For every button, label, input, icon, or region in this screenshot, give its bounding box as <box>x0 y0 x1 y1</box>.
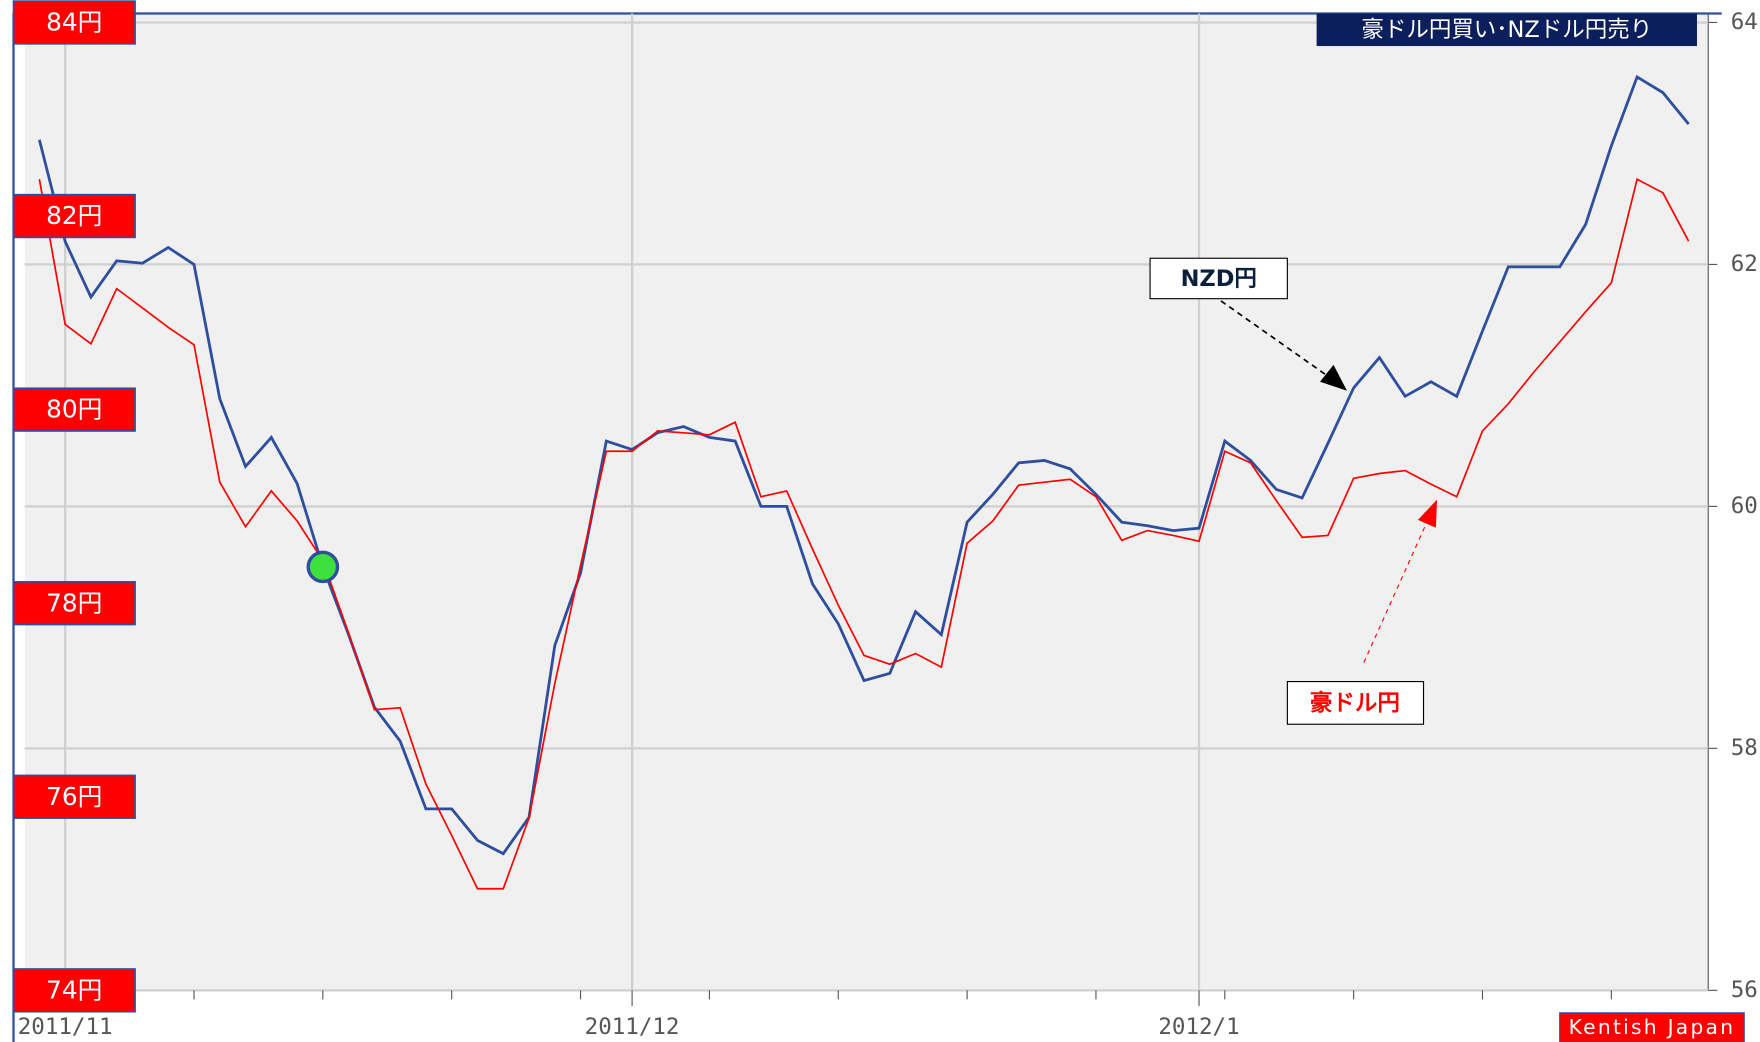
plot-area <box>24 13 1709 991</box>
y-tick-label: 76円 <box>46 782 102 811</box>
y-tick-box <box>12 968 136 1013</box>
arrowhead <box>1320 364 1348 391</box>
arrow <box>1363 521 1428 663</box>
chart-title: 豪ドル円買い･NZドル円売り <box>1361 17 1652 43</box>
line-series <box>38 178 1690 890</box>
x-tick-label: 2011/12 <box>585 1014 680 1040</box>
credit: Kentish Japan <box>1569 1015 1736 1039</box>
highlight-point <box>306 550 340 584</box>
x-tick-label: 2011/11 <box>18 1014 113 1040</box>
arrow <box>1220 300 1329 377</box>
x-tick-label: 2012/1 <box>1158 1014 1239 1040</box>
annotation: NZD円 <box>1181 266 1257 292</box>
y-tick-box <box>12 387 136 432</box>
y2-tick-label: 64 <box>1731 9 1758 35</box>
y-tick-label: 80円 <box>46 395 102 424</box>
arrowhead <box>1417 499 1438 528</box>
y2-tick-label: 62 <box>1731 251 1758 277</box>
y2-tick-label: 56 <box>1731 977 1758 1003</box>
annotation-box <box>1149 257 1288 300</box>
y2-tick-label: 58 <box>1731 735 1758 761</box>
title-box <box>1316 13 1697 47</box>
y-tick-box <box>12 0 136 45</box>
y-tick-label: 84円 <box>46 8 102 37</box>
y-tick-label: 74円 <box>46 975 102 1004</box>
y-tick-label: 78円 <box>46 588 102 617</box>
y-tick-box <box>12 581 136 626</box>
credit-box <box>1559 1012 1745 1042</box>
annotation: 豪ドル円 <box>1310 690 1400 717</box>
y2-tick-label: 60 <box>1731 493 1758 519</box>
line-series <box>38 74 1690 856</box>
y-tick-box <box>12 774 136 819</box>
y-tick-label: 82円 <box>46 201 102 230</box>
y-tick-box <box>12 193 136 239</box>
annotation-box <box>1286 681 1425 725</box>
